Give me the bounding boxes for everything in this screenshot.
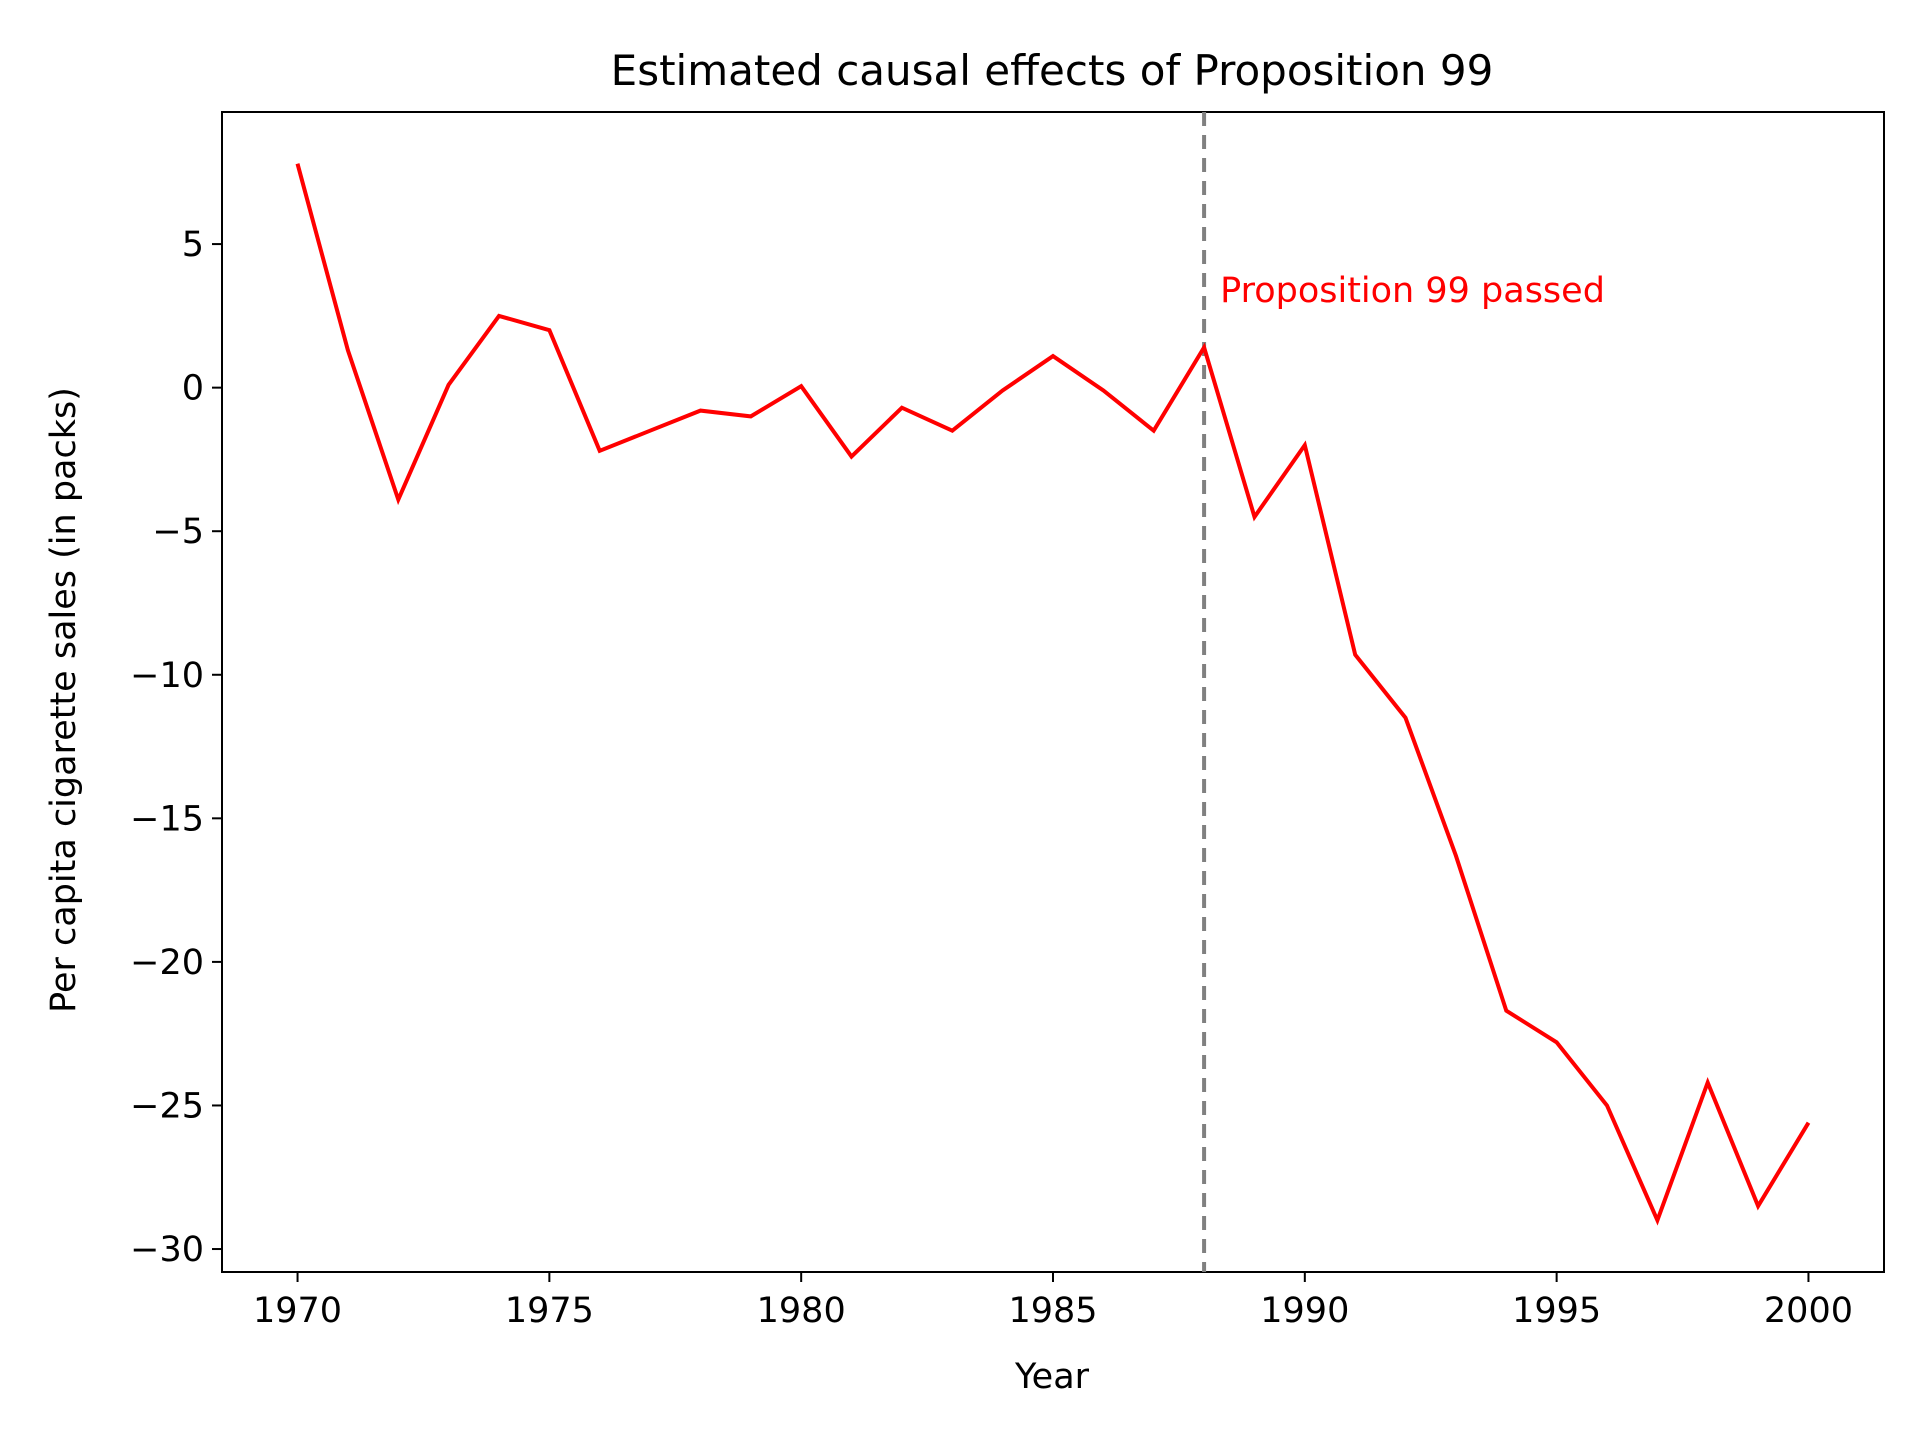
x-tick-label: 1985: [1008, 1291, 1097, 1331]
y-tick-label: −15: [130, 799, 204, 839]
y-tick-label: 0: [182, 369, 204, 409]
y-tick-label: 5: [182, 225, 204, 265]
x-axis-label: Year: [1014, 1357, 1090, 1397]
y-tick-label: −30: [130, 1230, 204, 1270]
x-tick-label: 1970: [253, 1291, 342, 1331]
series-layer: [295, 163, 1811, 1226]
plot-area: [221, 111, 1885, 1273]
x-axis-ticks: 1970 1975 1980 1985 1990 1995 2000: [253, 1272, 1853, 1331]
x-tick-label: 1975: [505, 1291, 594, 1331]
x-tick-label: 1980: [757, 1291, 846, 1331]
annotation-label: Proposition 99 passed: [1220, 271, 1605, 311]
y-tick-label: −20: [130, 943, 204, 983]
y-tick-label: −10: [130, 656, 204, 696]
y-axis-ticks: 5 0 −5 −10 −15 −20 −25 −30: [130, 225, 222, 1270]
y-axis-label: Per capita cigarette sales (in packs): [44, 387, 84, 1013]
x-tick-label: 1995: [1512, 1291, 1601, 1331]
plot-frame: [221, 111, 1885, 1273]
series-line: [295, 163, 1811, 1226]
x-tick-label: 1990: [1260, 1291, 1349, 1331]
x-tick-label: 2000: [1764, 1291, 1853, 1331]
y-tick-label: −5: [152, 512, 204, 552]
chart-title: Estimated causal effects of Proposition …: [611, 46, 1494, 95]
y-tick-label: −25: [130, 1086, 204, 1126]
